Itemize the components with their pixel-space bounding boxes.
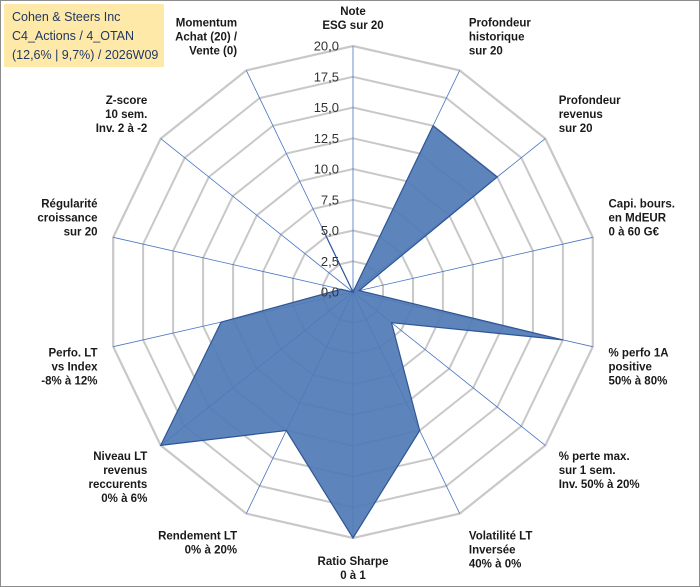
axis-label-13-line-1: Achat (20) / xyxy=(175,32,238,44)
tick-label-3: 7,5 xyxy=(321,192,339,207)
axis-label-layer: Note ESG sur 20 Profondeur historique sur 20… xyxy=(37,6,675,582)
tick-label-2: 5,0 xyxy=(321,223,339,238)
axis-label-6-line-0: Volatilité LT xyxy=(469,530,532,542)
tick-label-8: 20,0 xyxy=(314,39,339,54)
axis-label-9-line-3: 0% à 6% xyxy=(101,493,147,505)
axis-label-11-line-0: Régularité xyxy=(41,199,97,211)
axis-label-13-line-0: Momentum xyxy=(176,18,237,30)
spoke-11 xyxy=(113,236,354,293)
axis-label-0-line-1: ESG sur 20 xyxy=(322,20,383,32)
axis-label-4-line-0: % perfo 1A xyxy=(609,347,669,359)
axis-label-6-line-1: Inversée xyxy=(469,544,516,556)
axis-label-8-line-0: Rendement LT xyxy=(158,530,237,542)
axis-label-12-line-0: Z-score xyxy=(106,95,148,107)
axis-label-7-line-0: Ratio Sharpe xyxy=(318,556,389,568)
axis-label-2-line-2: sur 20 xyxy=(559,123,593,135)
axis-label-9-line-1: revenus xyxy=(103,465,147,477)
axis-label-1-line-2: sur 20 xyxy=(469,46,503,58)
tick-label-0: 0,0 xyxy=(321,285,339,300)
axis-label-8-line-1: 0% à 20% xyxy=(185,544,237,556)
axis-label-9-line-0: Niveau LT xyxy=(93,451,147,463)
axis-label-3-line-1: en MdEUR xyxy=(609,213,667,225)
axis-label-10-line-2: -8% à 12% xyxy=(41,375,97,387)
axis-label-13-line-2: Vente (0) xyxy=(189,46,237,58)
axis-label-0-line-0: Note xyxy=(340,6,366,18)
axis-label-12-line-2: Inv. 2 à -2 xyxy=(96,123,148,135)
tick-layer: 0,0 2,5 5,0 7,5 10,0 12,5 15,0 17,5 20,0 xyxy=(314,39,339,300)
chart-title-box: Cohen & Steers Inc C4_Actions / 4_OTAN (… xyxy=(4,4,164,67)
axis-label-1-line-0: Profondeur xyxy=(469,18,531,30)
axis-label-7-line-1: 0 à 1 xyxy=(340,570,366,582)
chart-title-line-1: Cohen & Steers Inc xyxy=(12,10,121,24)
chart-title-line-3: (12,6% | 9,7%) / 2026W09 xyxy=(12,48,159,62)
axis-label-3-line-0: Capi. bours. xyxy=(609,199,675,211)
spoke-12 xyxy=(160,138,354,293)
axis-label-5-line-0: % perte max. xyxy=(559,451,630,463)
tick-label-5: 12,5 xyxy=(314,131,339,146)
axis-label-1-line-1: historique xyxy=(469,32,525,44)
tick-label-6: 15,0 xyxy=(314,100,339,115)
chart-title-line-2: C4_Actions / 4_OTAN xyxy=(12,29,135,43)
tick-label-7: 17,5 xyxy=(314,69,339,84)
axis-label-12-line-1: 10 sem. xyxy=(105,109,147,121)
axis-label-6-line-2: 40% à 0% xyxy=(469,558,521,570)
axis-label-11-line-2: sur 20 xyxy=(64,227,98,239)
axis-label-10-line-0: Perfo. LT xyxy=(49,347,98,359)
axis-label-9-line-2: reccurents xyxy=(88,479,147,491)
axis-label-4-line-2: 50% à 80% xyxy=(609,375,668,387)
axis-label-3-line-2: 0 à 60 G€ xyxy=(609,227,660,239)
tick-label-4: 10,0 xyxy=(314,162,339,177)
tick-label-1: 2,5 xyxy=(321,254,339,269)
axis-label-10-line-1: vs Index xyxy=(51,361,98,373)
axis-label-11-line-1: croissance xyxy=(37,213,97,225)
axis-label-2-line-1: revenus xyxy=(559,109,603,121)
axis-label-5-line-1: sur 1 sem. xyxy=(559,465,616,477)
series-area xyxy=(159,124,564,540)
series-layer xyxy=(159,124,564,540)
axis-label-2-line-0: Profondeur xyxy=(559,95,621,107)
axis-label-4-line-1: positive xyxy=(609,361,652,373)
spoke-3 xyxy=(352,236,593,293)
axis-label-5-line-2: Inv. 50% à 20% xyxy=(559,479,640,491)
